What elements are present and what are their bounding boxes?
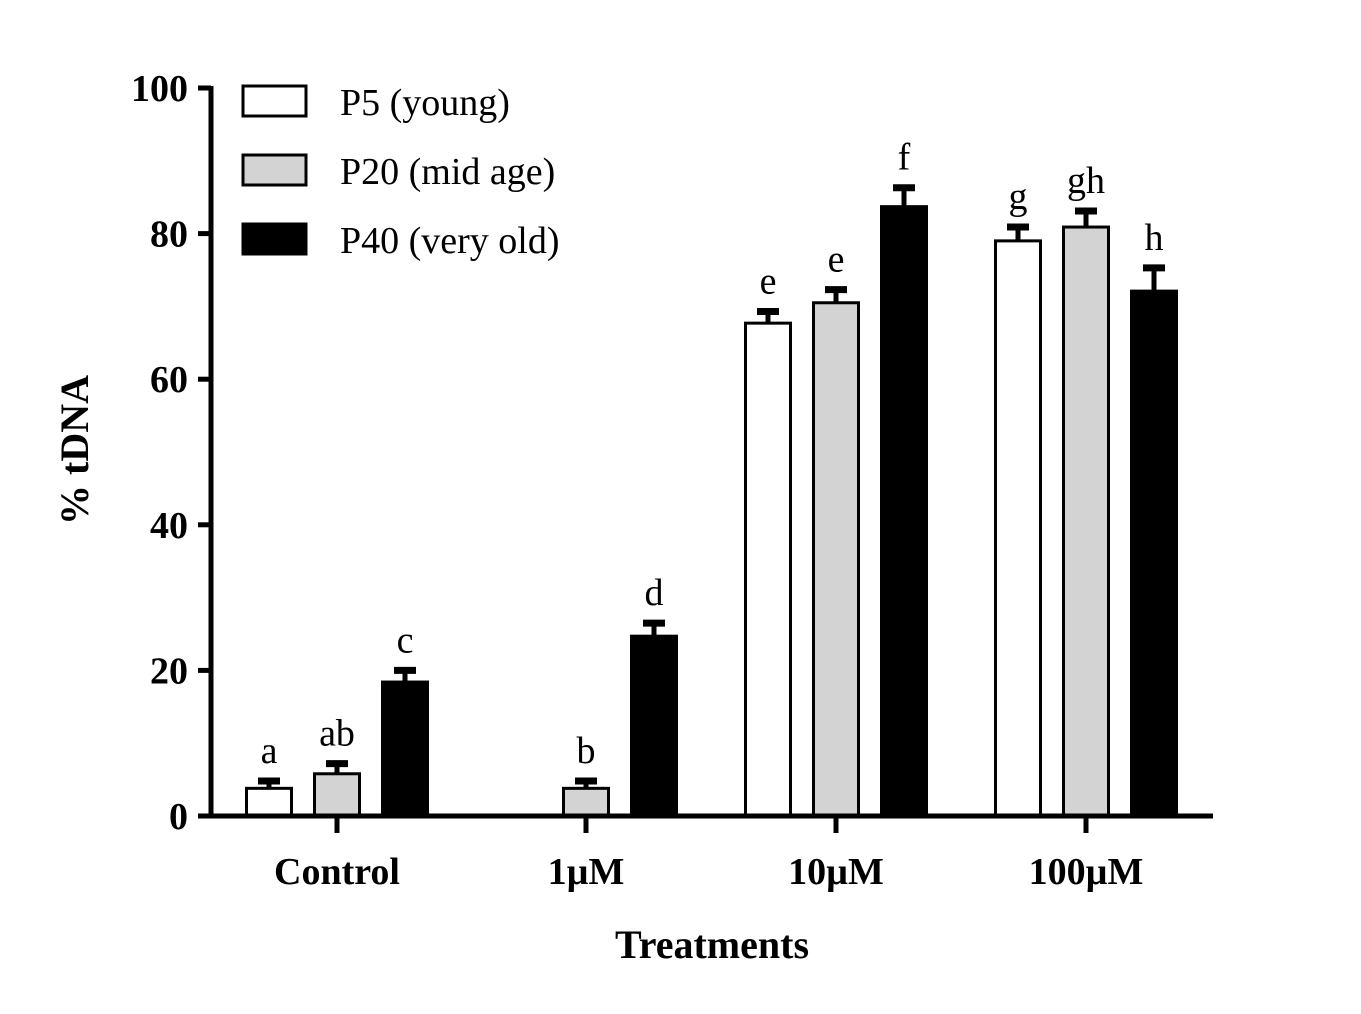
bar — [812, 301, 860, 818]
significance-label: e — [760, 260, 777, 302]
significance-label: ab — [319, 713, 355, 755]
bar — [562, 786, 610, 818]
bar — [1130, 289, 1178, 818]
x-tick-label: Control — [274, 851, 400, 893]
legend-swatch — [241, 84, 308, 118]
bar — [994, 239, 1042, 818]
x-axis-label: Treatments — [615, 922, 809, 967]
significance-label: g — [1009, 176, 1028, 218]
significance-label: a — [261, 730, 278, 772]
significance-label: e — [828, 239, 845, 281]
significance-label: gh — [1067, 160, 1105, 202]
x-tick-label: 100µM — [1029, 851, 1144, 893]
bar — [313, 772, 361, 818]
bar — [744, 321, 792, 818]
y-axis-label: % tDNA — [52, 375, 97, 525]
legend-label: P20 (mid age) — [340, 151, 555, 193]
legend-label: P5 (young) — [340, 82, 510, 124]
y-tick-label: 40 — [150, 505, 188, 547]
y-tick-label: 80 — [150, 214, 188, 256]
x-tick-label: 10µM — [788, 851, 884, 893]
significance-label: d — [645, 572, 664, 614]
significance-label: b — [577, 730, 596, 772]
y-tick-label: 0 — [169, 796, 188, 838]
bar — [880, 205, 928, 818]
y-tick-label: 20 — [150, 650, 188, 692]
legend-swatch — [241, 153, 308, 187]
bar — [381, 680, 429, 818]
legend-swatch — [241, 222, 308, 256]
bar — [630, 634, 678, 818]
bar — [1062, 225, 1110, 818]
x-tick-label: 1µM — [548, 851, 625, 893]
significance-label: h — [1145, 217, 1164, 259]
bar — [245, 786, 293, 818]
y-tick-label: 100 — [131, 68, 188, 110]
significance-label: f — [898, 137, 911, 179]
y-tick-label: 60 — [150, 359, 188, 401]
legend-label: P40 (very old) — [340, 220, 560, 262]
significance-label: c — [397, 619, 414, 661]
